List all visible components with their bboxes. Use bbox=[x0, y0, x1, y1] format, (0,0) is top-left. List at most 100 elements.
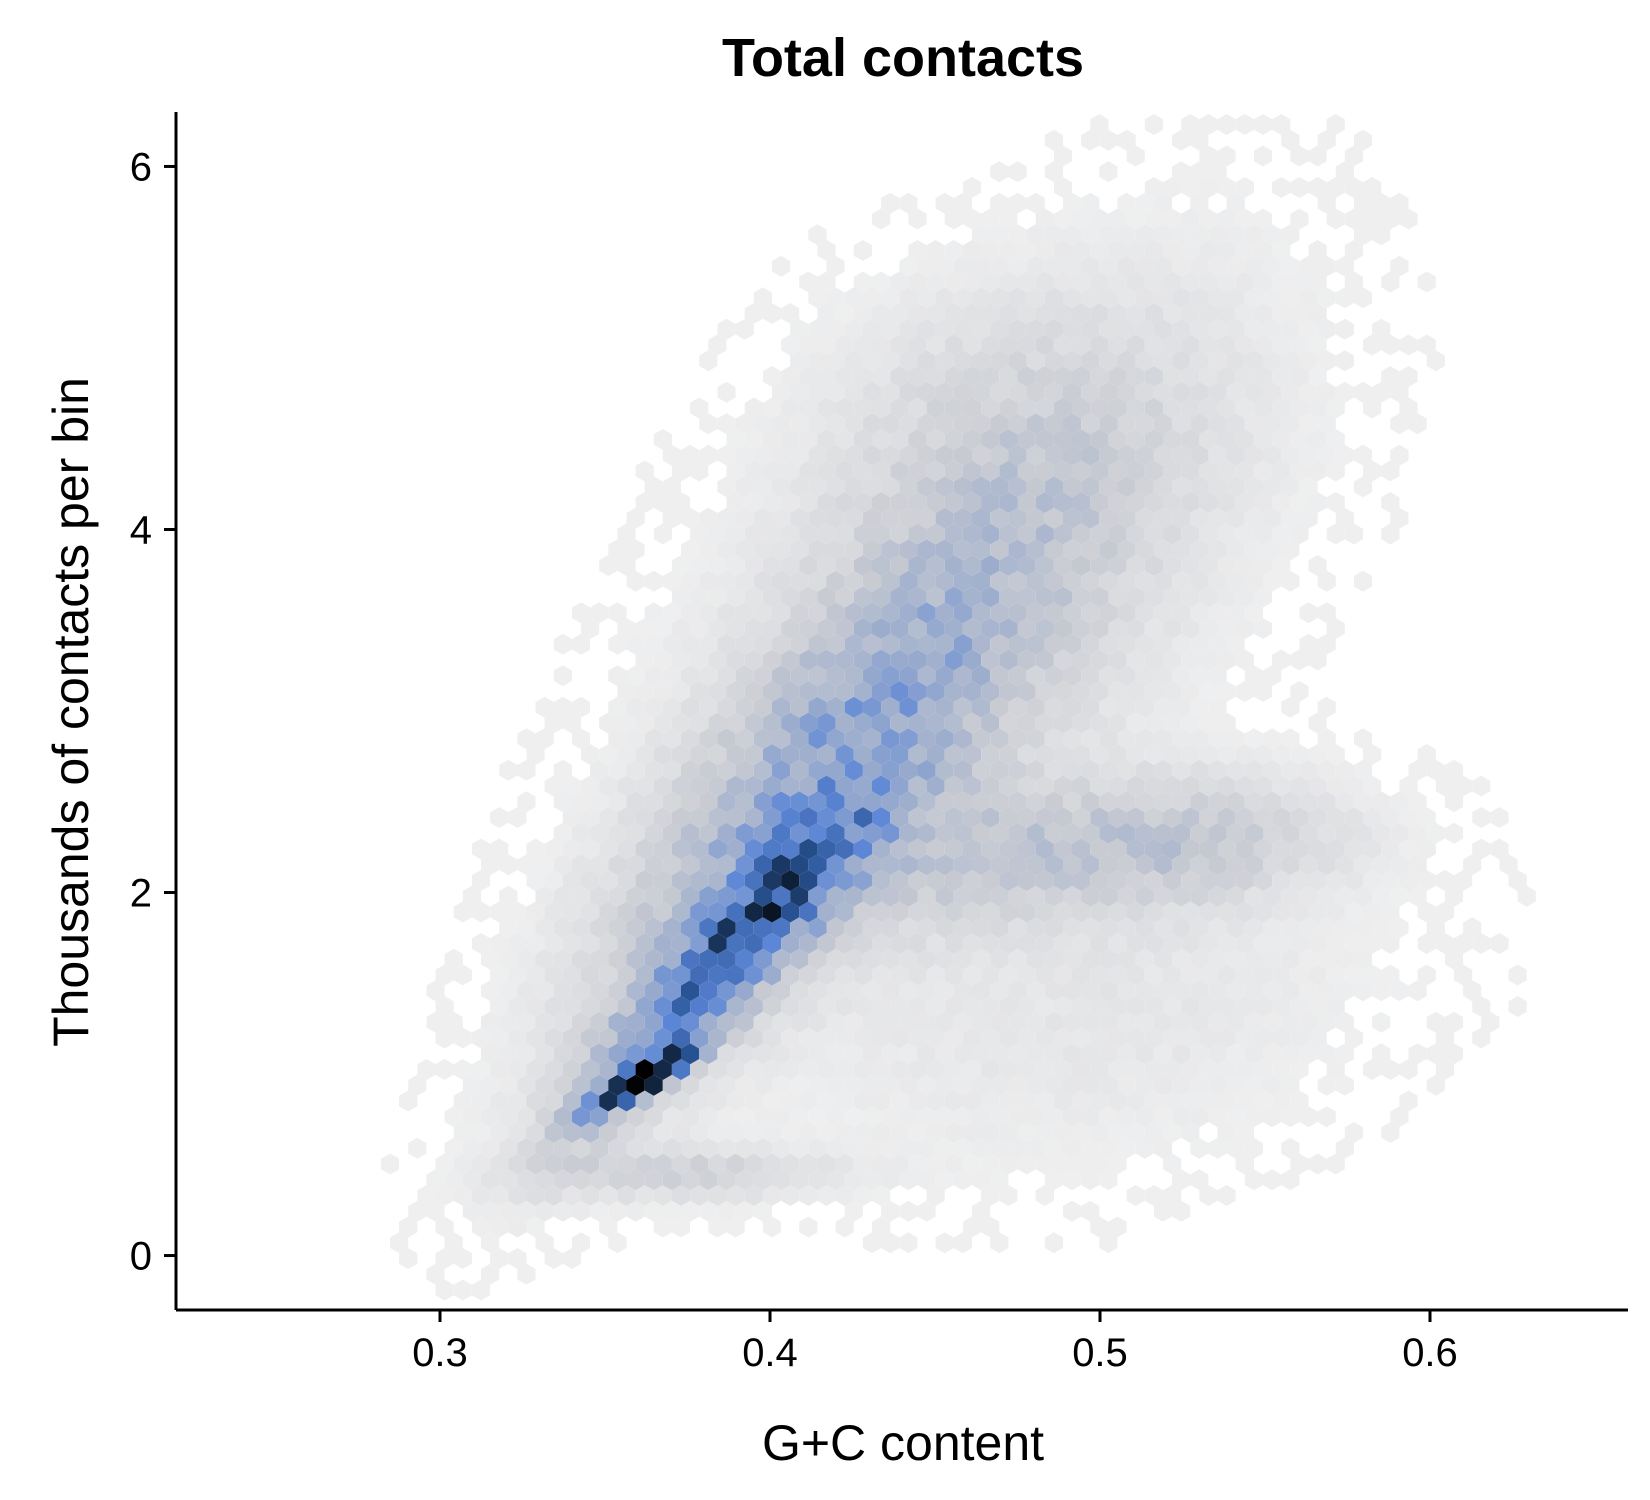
hex-cell bbox=[1281, 444, 1300, 466]
hex-cell bbox=[1108, 870, 1127, 891]
hex-cell bbox=[872, 271, 891, 293]
hex-cell bbox=[1199, 460, 1218, 482]
hex-cell bbox=[1217, 177, 1236, 198]
hex-cell bbox=[781, 1059, 800, 1080]
hex-cell bbox=[1035, 1059, 1054, 1080]
hex-cell bbox=[517, 1169, 536, 1191]
hex-cell bbox=[1226, 854, 1245, 876]
hex-cell bbox=[944, 649, 963, 671]
hex-cell bbox=[1081, 633, 1100, 655]
hex-cell bbox=[571, 1074, 591, 1096]
hex-cell bbox=[1099, 980, 1118, 1002]
hex-cell bbox=[1153, 633, 1173, 655]
hex-cell bbox=[1053, 838, 1072, 860]
hex-cell bbox=[1308, 996, 1327, 1017]
hex-cell bbox=[1053, 1090, 1072, 1112]
hex-cell bbox=[908, 271, 927, 293]
hex-cell bbox=[835, 712, 854, 734]
hex-cell bbox=[899, 287, 918, 309]
hex-cell bbox=[1153, 948, 1173, 970]
hex-cell bbox=[1081, 948, 1100, 970]
hex-cell bbox=[1299, 759, 1318, 781]
hex-cell bbox=[1208, 570, 1227, 592]
hex-cell bbox=[972, 350, 991, 372]
hex-cell bbox=[1435, 1027, 1454, 1049]
hex-cell bbox=[899, 476, 918, 498]
hex-cell bbox=[1372, 224, 1391, 246]
hex-cell bbox=[917, 287, 936, 309]
hex-cell bbox=[1017, 681, 1036, 702]
hex-cell bbox=[690, 460, 709, 482]
hex-cell bbox=[972, 665, 991, 687]
hex-cell bbox=[1153, 444, 1173, 466]
hex-cell bbox=[962, 964, 982, 986]
hex-cell bbox=[1217, 1185, 1236, 1206]
hex-cell bbox=[908, 933, 927, 954]
hex-cell bbox=[1081, 1043, 1100, 1065]
hex-cell bbox=[526, 1059, 545, 1080]
hex-cell bbox=[490, 1153, 509, 1175]
hex-cell bbox=[899, 1232, 918, 1254]
hex-cell bbox=[772, 507, 791, 529]
hex-cell bbox=[1035, 492, 1054, 513]
hex-cell bbox=[581, 933, 600, 954]
hex-cell bbox=[935, 318, 954, 340]
hex-cell bbox=[744, 996, 763, 1017]
hex-cell bbox=[844, 854, 863, 876]
hex-cell bbox=[1326, 775, 1345, 797]
hex-cell bbox=[1190, 318, 1209, 340]
hex-cell bbox=[1008, 1011, 1027, 1033]
hex-cell bbox=[599, 775, 618, 797]
hex-cell bbox=[999, 523, 1018, 545]
hex-cell bbox=[817, 523, 836, 545]
hex-cell bbox=[1090, 744, 1109, 765]
hex-cell bbox=[817, 271, 836, 293]
hex-cell bbox=[508, 964, 527, 986]
hex-cell bbox=[1063, 507, 1082, 529]
hex-cell bbox=[1144, 334, 1163, 356]
hex-cell bbox=[553, 696, 572, 718]
hex-cell bbox=[717, 1169, 736, 1191]
hex-cell bbox=[1208, 381, 1227, 403]
hex-cell bbox=[1199, 177, 1218, 198]
hex-cell bbox=[762, 1216, 782, 1238]
hex-cell bbox=[1208, 161, 1227, 183]
hex-cell bbox=[1290, 397, 1309, 419]
hex-cell bbox=[962, 460, 982, 482]
hex-cell bbox=[526, 901, 545, 923]
hex-cell bbox=[508, 1248, 527, 1269]
hex-cell bbox=[699, 539, 718, 561]
hex-cell bbox=[571, 1232, 591, 1254]
hex-cell bbox=[899, 381, 918, 403]
hex-cell bbox=[953, 476, 972, 498]
hex-cell bbox=[1090, 1153, 1109, 1175]
hex-cell bbox=[644, 917, 663, 939]
hex-cell bbox=[690, 964, 709, 986]
hex-cell bbox=[571, 1137, 591, 1159]
hex-cell bbox=[790, 350, 809, 372]
hex-cell bbox=[1263, 318, 1282, 340]
hex-cell bbox=[690, 618, 709, 639]
hex-cell bbox=[972, 381, 991, 403]
hex-cell bbox=[544, 933, 563, 954]
hex-cell bbox=[1426, 1074, 1445, 1096]
hex-cell bbox=[1153, 413, 1173, 435]
hex-cell bbox=[962, 303, 982, 324]
hex-cell bbox=[1026, 1011, 1045, 1033]
hex-cell bbox=[1081, 980, 1100, 1002]
hex-cell bbox=[853, 870, 872, 891]
hex-cell bbox=[935, 1106, 954, 1128]
hex-cell bbox=[826, 255, 845, 277]
hex-cell bbox=[962, 1090, 982, 1112]
hex-cell bbox=[717, 476, 736, 498]
hex-cell bbox=[1263, 476, 1282, 498]
hex-cell bbox=[1244, 255, 1263, 277]
hex-cell bbox=[935, 192, 954, 214]
hex-cell bbox=[553, 1200, 572, 1222]
hex-cell bbox=[1172, 1106, 1191, 1128]
hex-cell bbox=[544, 1185, 563, 1206]
hex-cell bbox=[608, 1074, 627, 1096]
hex-cell bbox=[1181, 366, 1200, 387]
hex-cell bbox=[917, 1074, 936, 1096]
hex-cell bbox=[872, 744, 891, 765]
